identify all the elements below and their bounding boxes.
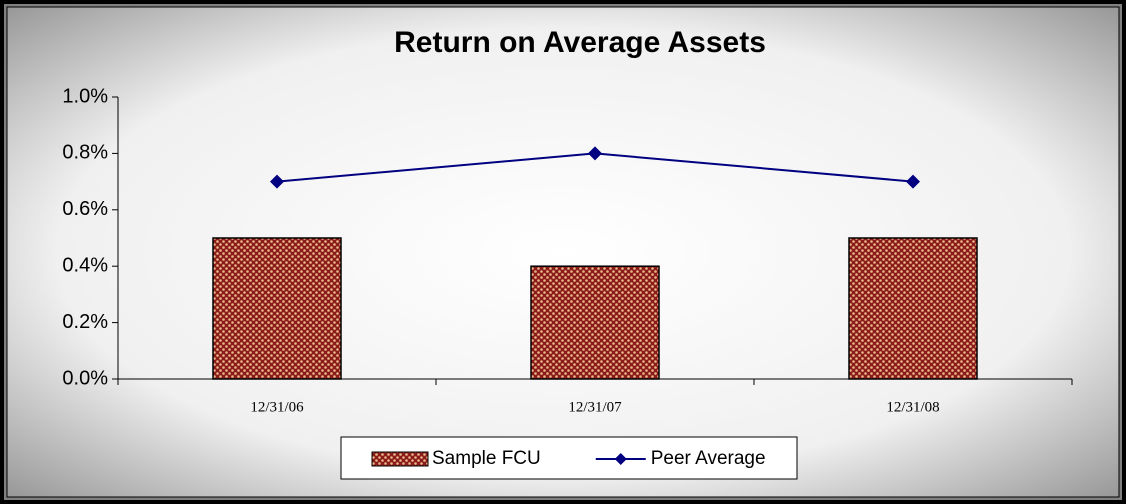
legend-marker xyxy=(614,453,627,465)
legend-box xyxy=(340,436,798,480)
bar xyxy=(212,237,342,380)
y-tick-label: 0.4% xyxy=(62,254,108,276)
marker xyxy=(588,146,602,161)
y-tick-label: 0.2% xyxy=(62,311,108,333)
legend-label: Peer Average xyxy=(651,448,766,469)
y-tick-label: 0.8% xyxy=(62,142,108,164)
bar xyxy=(530,265,660,380)
chart-title: Return on Average Assets xyxy=(394,26,766,59)
marker xyxy=(270,174,284,189)
y-tick-label: 0.6% xyxy=(62,198,108,220)
legend-label: Sample FCU xyxy=(432,448,541,469)
y-tick-label: 1.0% xyxy=(62,85,108,107)
marker xyxy=(906,174,920,189)
x-tick-label: 12/31/08 xyxy=(886,399,939,415)
x-tick-label: 12/31/07 xyxy=(568,399,622,415)
y-tick-label: 0.0% xyxy=(62,367,108,389)
bar xyxy=(848,237,978,380)
legend-swatch xyxy=(371,451,429,467)
x-tick-label: 12/31/06 xyxy=(250,399,304,415)
